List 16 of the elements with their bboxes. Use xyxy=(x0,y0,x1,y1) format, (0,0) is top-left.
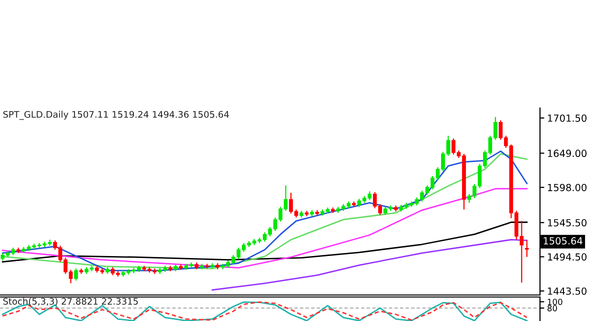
y-tick-label: 1443.50 xyxy=(548,287,587,295)
candlestick xyxy=(524,240,529,258)
line-series xyxy=(2,188,528,269)
line-series xyxy=(2,222,528,263)
y-tick-label: 1701.50 xyxy=(548,114,587,122)
y-tick-label: 80 xyxy=(548,305,557,312)
chart-title: Stoch(5,3,3) 27.8821 22.3315 xyxy=(3,298,138,306)
line-series xyxy=(212,238,528,291)
y-tick-label: 100 xyxy=(548,298,562,306)
y-tick-label: 1545.50 xyxy=(548,219,587,226)
y-tick-label: 1494.50 xyxy=(548,253,587,261)
y-tick-label: 1649.00 xyxy=(548,150,587,158)
text: 1505.64 xyxy=(544,237,582,245)
y-tick-label: 1598.00 xyxy=(548,184,587,192)
candlestick xyxy=(74,268,78,282)
chart-title: SPT_GLD.Daily 1507.11 1519.24 1494.36 1505.64 xyxy=(3,110,229,120)
